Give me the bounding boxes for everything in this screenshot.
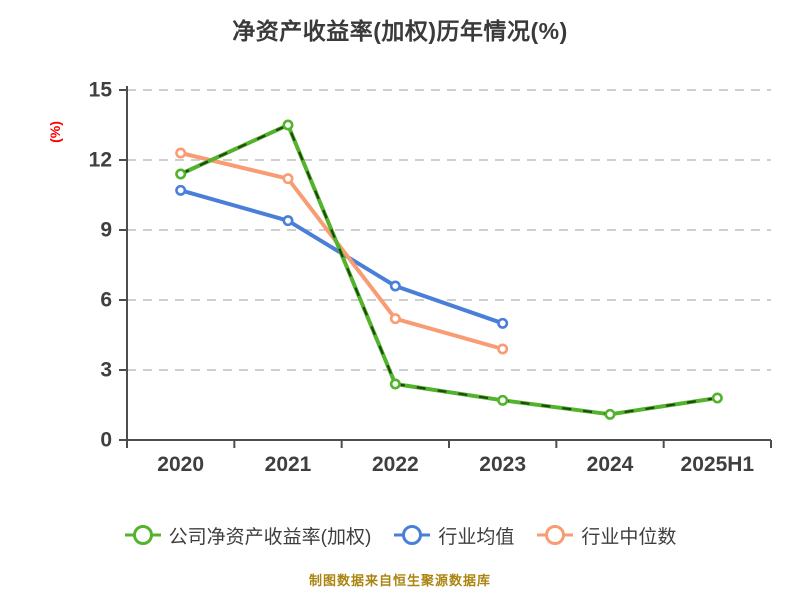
data-point-1-1	[282, 215, 294, 227]
y-tick-label-6: 6	[100, 289, 112, 312]
legend-label-industry-median: 行业中位数	[581, 526, 677, 548]
legend-item-industry-mean: 行业均值	[393, 522, 514, 549]
data-point-2-1	[282, 173, 294, 185]
legend-item-industry-median: 行业中位数	[536, 522, 676, 549]
data-point-0-3	[497, 394, 509, 406]
source-caption: 制图数据来自恒生聚源数据库	[308, 573, 491, 588]
y-tick-label-0: 0	[100, 429, 112, 452]
legend-marker-industry-median-icon	[537, 525, 574, 545]
legend: 公司净资产收益率(加权) 行业均值 行业中位数	[0, 518, 800, 552]
data-point-0-0	[175, 168, 187, 180]
y-tick-label-15: 15	[89, 79, 113, 102]
data-point-2-0	[175, 147, 187, 159]
y-tick-label-12: 12	[89, 149, 112, 172]
legend-item-company: 公司净资产收益率(加权)	[124, 522, 372, 549]
data-point-2-2	[389, 313, 401, 325]
data-point-1-2	[389, 280, 401, 292]
data-point-0-1	[282, 119, 294, 131]
series-line-2	[178, 151, 505, 351]
legend-marker-industry-mean-icon	[394, 525, 431, 545]
y-tick-label-3: 3	[100, 359, 112, 382]
data-point-1-0	[175, 184, 187, 196]
data-point-2-3	[497, 343, 509, 355]
x-tick-label-2021: 2021	[265, 453, 312, 476]
x-tick-label-2022: 2022	[372, 453, 419, 476]
y-axis-label: (%)	[47, 121, 63, 143]
series-line-overlay-0	[180, 123, 718, 416]
data-point-0-5	[711, 392, 723, 404]
chart-title: 净资产收益率(加权)历年情况(%)	[232, 18, 568, 44]
legend-marker-company-icon	[124, 525, 161, 545]
data-point-0-4	[604, 408, 616, 420]
data-point-1-3	[497, 317, 509, 329]
x-tick-label-2024: 2024	[587, 453, 634, 476]
x-tick-label-2020: 2020	[157, 453, 204, 476]
x-tick-label-2025H1: 2025H1	[681, 453, 755, 476]
plot-svg: 0 3 6 9 12 15 2020 2021 2022 2023 2024 2025H1 (%)	[47, 79, 772, 476]
y-tick-label-9: 9	[100, 219, 112, 242]
data-point-0-2	[389, 378, 401, 390]
legend-label-industry-mean: 行业均值	[438, 526, 515, 548]
legend-label-company: 公司净资产收益率(加权)	[168, 526, 372, 548]
x-tick-label-2023: 2023	[479, 453, 526, 476]
